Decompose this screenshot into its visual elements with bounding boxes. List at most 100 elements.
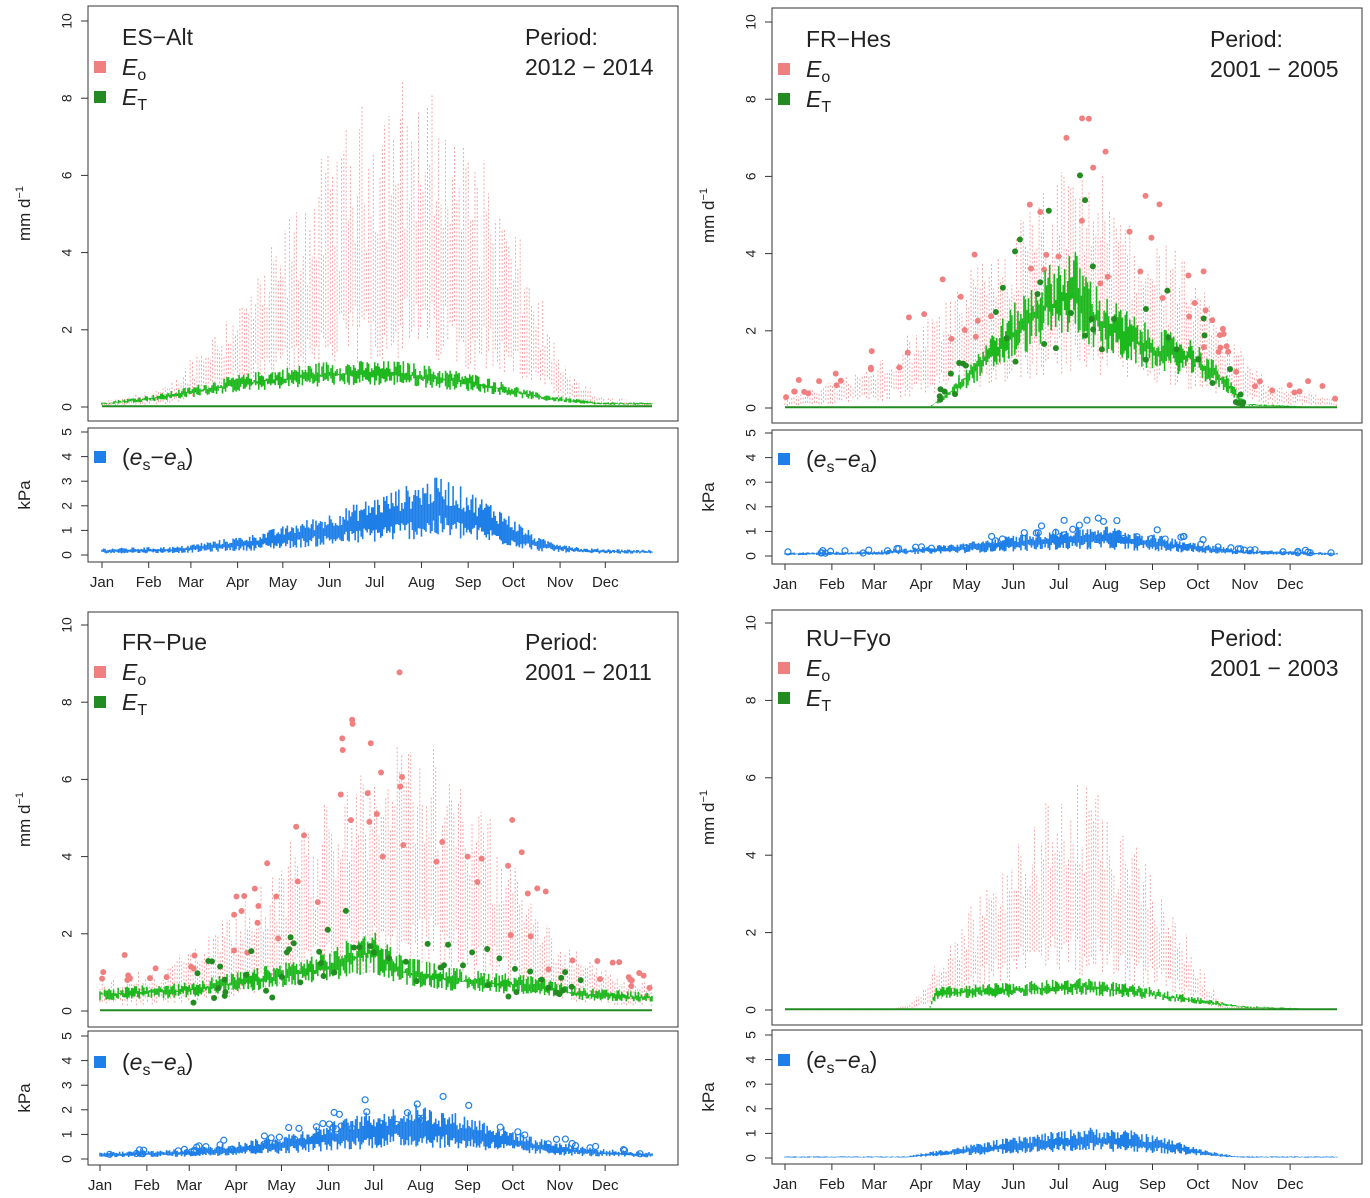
eo-point [1256,378,1263,385]
y-tick-label: 0 [59,403,75,411]
et-point [413,978,420,985]
site-name: ES−Alt [122,24,194,50]
legend-vpd-ea-sub: a [861,1060,870,1077]
x-tick-label: Oct [501,1177,525,1194]
et-point [287,934,294,941]
eo-point [400,842,407,849]
eo-point [293,823,300,830]
eo-point [1185,272,1192,279]
x-tick-label: Oct [502,574,526,591]
legend-vpd-label: (es−ea) [122,444,193,474]
series-eo [891,784,1337,1010]
eo-point [1126,228,1133,235]
legend-vpd-ea-sub: a [177,1062,186,1079]
eo-point [1233,368,1240,375]
legend-vpd-swatch [778,1054,790,1066]
vpd-point [335,1110,343,1118]
et-point [1142,356,1149,363]
eo-point [373,810,380,817]
et-point [1041,340,1048,347]
et-point [386,954,393,961]
vpd-point [561,1135,569,1143]
et-point [350,944,357,951]
y-tick-label: 5 [59,1032,75,1040]
et-point [320,973,327,980]
eo-point [238,907,245,914]
legend-vpd-es-sub: s [826,1060,834,1077]
y-tick-label: 10 [743,615,759,631]
et-point [367,943,374,950]
y-tick-label: 3 [59,1081,75,1089]
y-tick-label: 3 [743,478,759,486]
x-tick-label: Jun [316,1177,340,1194]
y-label-superscript: −1 [698,790,710,803]
vpd-point [392,1120,400,1129]
vpd-point [439,1092,447,1101]
eo-point [1063,134,1070,141]
y-tick-label: 6 [743,172,759,180]
et-point [445,941,452,948]
eo-point [1191,300,1198,307]
vpd-point [290,1135,299,1143]
vpd-point [417,1116,425,1124]
eo-point [1219,325,1226,332]
eo-point [832,370,839,377]
et-point [290,940,297,947]
x-tick-label: Dec [1277,576,1304,593]
et-point [538,976,545,983]
eo-point [609,959,616,966]
eo-point [397,783,404,790]
legend-vpd-label: (es−ea) [806,1047,877,1077]
eo-point [1186,313,1193,320]
eo-point [616,959,623,966]
legend-vpd-ea: e [164,1049,177,1075]
et-point [1068,309,1075,316]
et-point [263,987,270,994]
vpd-point [544,1140,552,1148]
y-tick-label: 1 [743,527,759,535]
eo-point [1043,251,1050,258]
y-tick-label: 5 [743,1031,759,1039]
eo-point [464,853,471,860]
eo-point [273,893,280,900]
vpd-point [1214,543,1222,551]
y-tick-label: 5 [743,429,759,437]
y-axis-label-bottom: kPa [699,1082,718,1112]
x-tick-label: Oct [1186,576,1210,593]
series-et [99,907,653,1012]
et-point [577,977,584,984]
y-tick-label: 4 [59,452,75,460]
et-point [402,958,409,965]
et-point [1237,391,1244,398]
et-point [553,989,560,996]
chart-panel-1: 0 2 4 6 8 10 0 1 2 3 4 5 mm d−1 kPa Jan Feb Mar Apr May Jun… [698,7,1363,593]
et-point [558,974,565,981]
y-label-text: mm d [15,805,34,848]
eo-point [646,984,653,991]
vpd-point [865,546,873,554]
vpd-point [202,1143,210,1151]
et-point [484,982,491,989]
eo-point [1200,268,1207,275]
eo-point [364,790,371,797]
legend-vpd-label: (es−ea) [806,446,877,476]
vpd-point [859,549,867,557]
eo-point [505,862,512,869]
eo-point [1078,217,1085,224]
et-point [194,970,201,977]
eo-point [294,878,301,885]
eo-point [152,965,159,972]
y-tick-label: 1 [59,526,75,534]
x-tick-label: Feb [134,1177,160,1194]
x-tick-label: Jul [1049,1176,1068,1193]
eo-point [396,669,403,676]
x-tick-label: Sep [454,1177,481,1194]
eo-point [545,966,552,973]
y-axis-label-bottom: kPa [699,482,718,512]
legend-et-swatch [94,696,106,708]
legend-vpd-ea-sub: a [177,457,186,474]
x-tick-label: Nov [547,574,574,591]
eo-point [478,855,485,862]
vpd-point [465,1101,473,1110]
legend-eo-swatch [778,662,790,674]
